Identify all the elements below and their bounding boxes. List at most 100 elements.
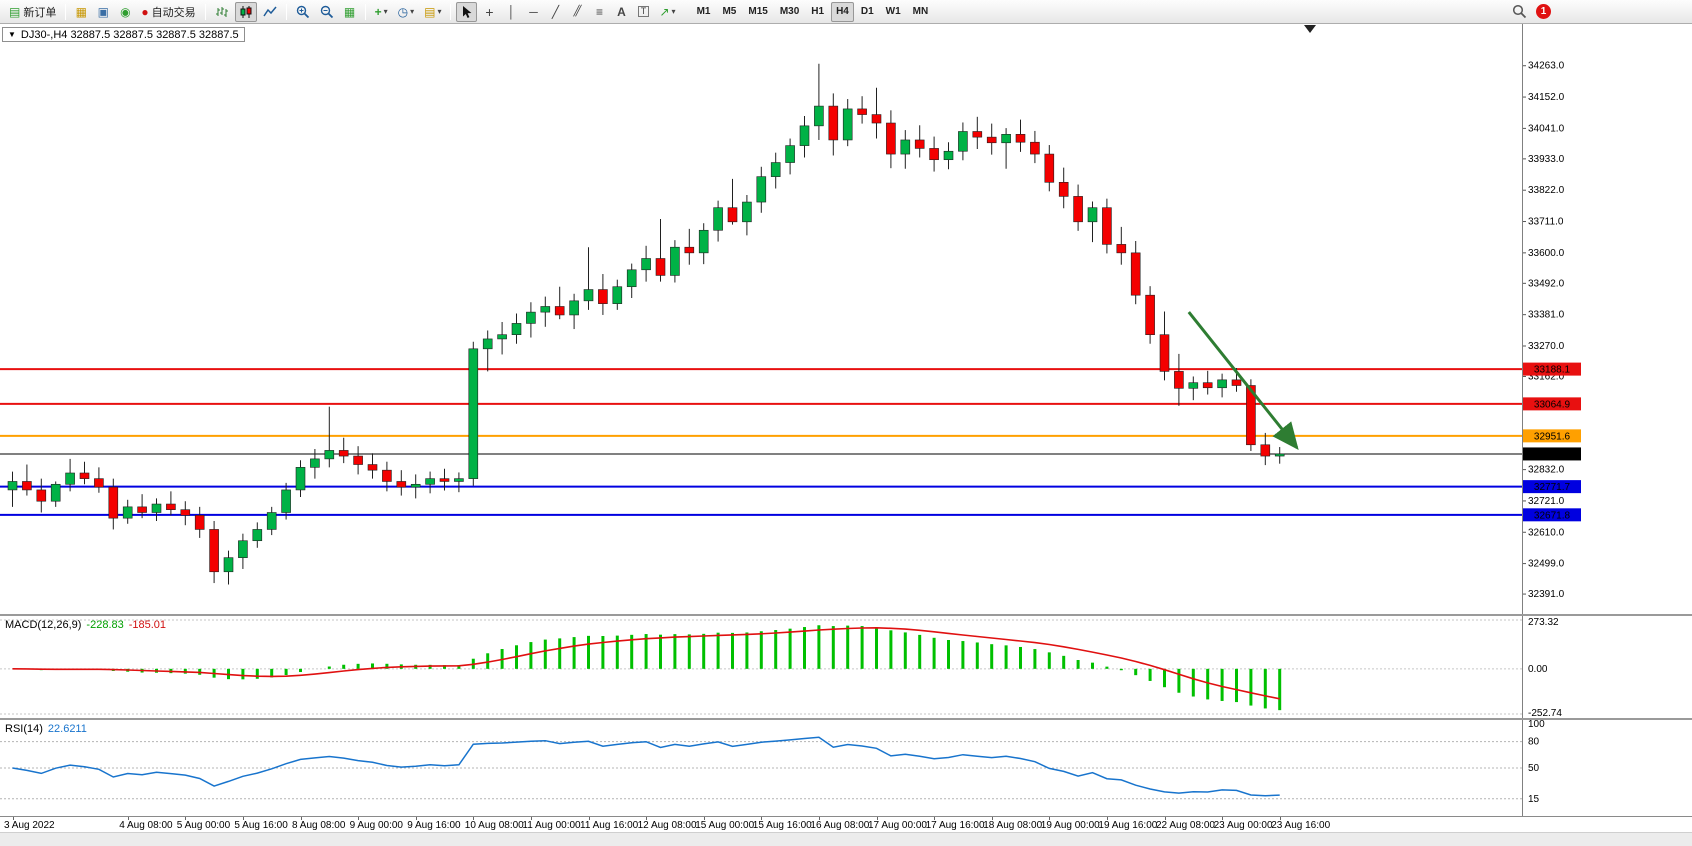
svg-text:33822.0: 33822.0 (1528, 185, 1565, 196)
chart-title: DJ30-,H4 32887.5 32887.5 32887.5 32887.5 (20, 28, 239, 41)
horizontal-line-icon: ─ (529, 4, 538, 19)
time-axis-label: 23 Aug 16:00 (1271, 820, 1331, 831)
periods-button[interactable]: ◷ ▾ (394, 2, 419, 22)
svg-text:32499.0: 32499.0 (1528, 559, 1565, 570)
channel-button[interactable]: ╱╱ (567, 2, 587, 22)
time-axis-label: 9 Aug 16:00 (407, 820, 461, 831)
price-badge-pivot (1523, 429, 1581, 443)
notification-badge[interactable]: 1 (1536, 4, 1551, 19)
status-strip (0, 832, 1692, 846)
timeframe-button-m5[interactable]: M5 (717, 2, 741, 22)
horizontal-line-button[interactable]: ─ (523, 2, 543, 22)
macd-indicator-label: MACD(12,26,9) -228.83 -185.01 (5, 619, 166, 631)
bar-chart-button[interactable] (211, 2, 233, 22)
refresh-button[interactable]: ◉ (115, 2, 135, 22)
new-order-button[interactable]: ▤ 新订单 (5, 2, 60, 22)
time-axis-label: 17 Aug 00:00 (868, 820, 927, 831)
macd-signal-line (12, 626, 1280, 700)
timeframe-button-w1[interactable]: W1 (881, 2, 906, 22)
main-chart-canvas[interactable]: 34263.0 34152.0 34041.0 33933.0 33822.0 33711… (0, 24, 1692, 614)
trendline-button[interactable]: ╱ (545, 2, 565, 22)
profiles-button[interactable]: ▣ (93, 2, 113, 22)
svg-text:32610.0: 32610.0 (1528, 527, 1565, 538)
clock-icon: ◷ (397, 4, 409, 19)
time-tick (12, 817, 14, 820)
text-label-button[interactable]: T (633, 2, 653, 22)
search-icon[interactable] (1512, 4, 1527, 19)
trend-arrow-annotation[interactable] (1187, 311, 1299, 450)
toolbar-separator (364, 3, 366, 20)
svg-text:32391.0: 32391.0 (1528, 589, 1565, 600)
tile-windows-button[interactable]: ▦ (340, 2, 360, 22)
time-axis-label: 4 Aug 08:00 (119, 820, 173, 831)
macd-value: -228.83 (86, 619, 124, 631)
time-axis-label: 3 Aug 2022 (4, 820, 55, 831)
fibonacci-button[interactable]: ≡ (589, 2, 609, 22)
svg-text:32771.7: 32771.7 (1534, 482, 1571, 493)
templates-icon: ▤ (424, 4, 436, 19)
timeframe-button-m30[interactable]: M30 (775, 2, 804, 22)
bar-shift-marker (1304, 25, 1316, 33)
charts-button[interactable]: ▦ (71, 2, 91, 22)
crosshair-button[interactable]: + (479, 2, 499, 22)
candlestick-chart-button[interactable] (234, 1, 257, 22)
one-click-trading-toggle[interactable]: ▼ (8, 30, 16, 39)
timeframe-button-m1[interactable]: M1 (692, 2, 716, 22)
time-axis-label: 23 Aug 00:00 (1213, 820, 1273, 831)
arrows-tool-button[interactable]: ↗ ▾ (655, 2, 679, 22)
toolbar-separator (285, 3, 287, 20)
rsi-name: RSI(14) (5, 723, 43, 735)
time-axis-label: 5 Aug 16:00 (234, 820, 288, 831)
price-badge-support-2 (1523, 508, 1581, 522)
level-lines (0, 368, 1522, 516)
time-axis-label: 15 Aug 16:00 (752, 820, 812, 831)
templates-button[interactable]: ▤ ▾ (420, 2, 445, 22)
toolbar-separator (450, 3, 452, 20)
svg-text:32951.6: 32951.6 (1534, 431, 1571, 442)
price-axis[interactable]: 34263.0 34152.0 34041.0 33933.0 33822.0 33711… (1522, 61, 1565, 600)
svg-text:-252.74: -252.74 (1528, 708, 1562, 718)
text-button[interactable]: A (611, 2, 631, 22)
svg-text:32832.0: 32832.0 (1528, 465, 1565, 476)
price-badge-current-price (1523, 447, 1581, 461)
chevron-down-icon: ▾ (383, 7, 388, 16)
macd-panel-splitter[interactable] (0, 614, 1692, 616)
svg-text:273.32: 273.32 (1528, 617, 1559, 628)
zoom-out-button[interactable] (316, 2, 338, 22)
time-tick (242, 817, 244, 820)
cursor-button[interactable] (456, 1, 478, 22)
autotrading-icon: ● (141, 4, 149, 19)
timeframe-button-mn[interactable]: MN (908, 2, 934, 22)
new-order-icon: ▤ (9, 4, 21, 19)
text-icon: A (617, 4, 626, 19)
time-tick (1106, 817, 1108, 820)
svg-text:33188.1: 33188.1 (1534, 365, 1571, 376)
time-tick (1222, 817, 1224, 820)
time-axis-label: 5 Aug 00:00 (176, 820, 231, 831)
zoom-in-icon (296, 5, 309, 18)
rsi-line (12, 736, 1280, 797)
timeframe-button-d1[interactable]: D1 (856, 2, 879, 22)
line-chart-button[interactable] (259, 2, 281, 22)
timeframe-button-h1[interactable]: H1 (806, 2, 829, 22)
time-tick (185, 817, 187, 820)
svg-text:15: 15 (1528, 794, 1540, 805)
time-tick (588, 817, 590, 820)
time-axis[interactable]: 3 Aug 2022 4 Aug 08:00 5 Aug 00:00 5 Aug 16… (0, 816, 1692, 832)
timeframe-button-m15[interactable]: M15 (743, 2, 772, 22)
main-toolbar: ▤ 新订单 ▦ ▣ ◉ ● 自动交易 ▦ + ▾ ◷ ▾ ▤ ▾ + │ ─ ╱ ╱╱… (0, 0, 1692, 24)
zoom-in-button[interactable] (292, 2, 314, 22)
price-badge-resistance-2 (1523, 397, 1581, 411)
rsi-panel-canvas[interactable]: 100 80 50 15 (0, 720, 1692, 816)
candles[interactable] (7, 63, 1285, 585)
vertical-line-button[interactable]: │ (501, 2, 521, 22)
macd-panel-canvas[interactable]: 273.32 0.00 -252.74 (0, 616, 1692, 718)
time-axis-label: 19 Aug 00:00 (1040, 820, 1100, 831)
timeframe-button-h4[interactable]: H4 (831, 1, 854, 22)
indicators-button[interactable]: + ▾ (371, 2, 392, 22)
time-tick (934, 817, 936, 820)
rsi-panel-splitter[interactable] (0, 718, 1692, 720)
time-tick (761, 817, 763, 820)
time-tick (991, 817, 993, 820)
autotrading-button[interactable]: ● 自动交易 (137, 2, 199, 22)
